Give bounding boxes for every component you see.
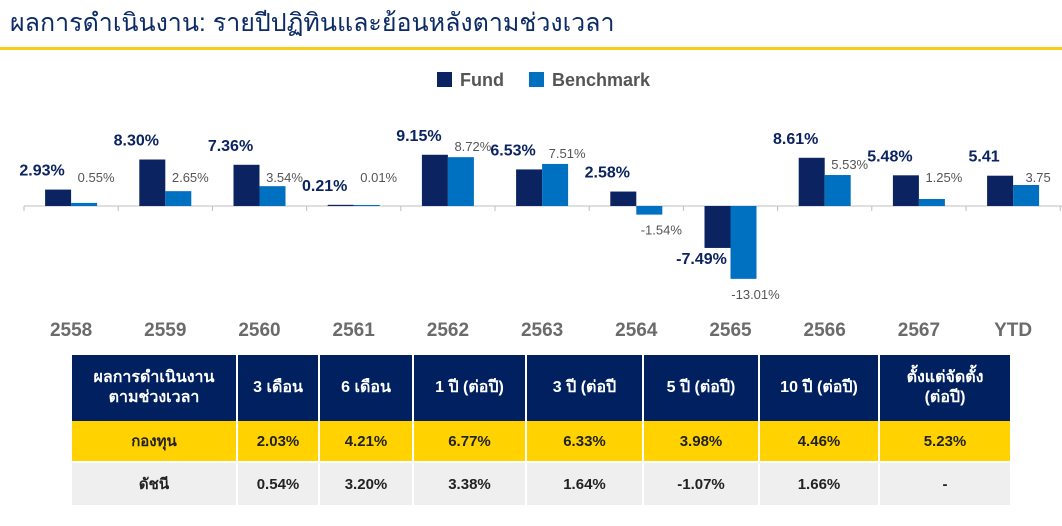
header-10y: 10 ปี (ต่อปี) [759,355,880,421]
fund-data-label: 2.93% [19,163,64,180]
x-tick-label: 2563 [521,320,563,341]
benchmark-bar [71,202,98,206]
fund-bar [610,191,637,206]
header-since-inception: ตั้งแต่จัดตั้ง (ต่อปี) [879,355,1010,421]
fund-bar [233,164,260,206]
fund-data-label: 8.30% [114,133,159,150]
header-period: ผลการดำเนินงาน ตามช่วงเวลา [72,355,238,421]
fund-data-label: 5.48% [867,148,912,165]
row-label-index: ดัชนี [72,462,238,505]
benchmark-bar [730,206,757,279]
legend-label-fund: Fund [460,70,504,90]
x-tick-label: 2565 [709,320,752,341]
benchmark-data-label: 8.72% [454,139,491,154]
benchmark-bar [918,199,945,206]
fund-bar [704,206,731,248]
benchmark-data-label: 0.55% [78,170,115,185]
table-cell: -1.07% [643,462,760,505]
header-3m: 3 เดือน [237,355,320,421]
table-cell: 4.46% [759,421,880,463]
x-tick-label: 2558 [50,320,92,341]
legend-label-benchmark: Benchmark [552,70,651,90]
benchmark-data-label: 5.53% [831,157,868,172]
benchmark-data-label: 7.51% [549,146,586,161]
header-6m: 6 เดือน [319,355,414,421]
title-divider [0,47,1062,50]
legend-swatch-benchmark [529,72,544,87]
fund-data-label: 7.36% [208,138,253,155]
fund-data-label: 0.21% [302,178,347,195]
table-row-index: ดัชนี 0.54% 3.20% 3.38% 1.64% -1.07% 1.6… [72,462,1010,505]
table-cell: 5.23% [879,421,1010,463]
fund-bar [516,169,543,206]
table-cell: 6.33% [526,421,644,463]
x-tick-label: 2560 [238,320,280,341]
benchmark-bar [259,186,286,206]
benchmark-data-label: 3.75 [1025,170,1050,185]
table-cell: 4.21% [319,421,414,463]
benchmark-bar [824,175,851,206]
table-cell: 1.64% [526,462,644,505]
fund-data-label: -7.49% [676,251,727,268]
benchmark-data-label: -1.54% [641,223,683,238]
benchmark-bar [353,205,380,206]
x-tick-label: 2561 [333,320,376,341]
table-cell: 3.20% [319,462,414,505]
benchmark-bar [165,191,192,206]
benchmark-bar [542,163,569,206]
benchmark-bar [636,206,663,215]
x-tick-label: YTD [994,320,1032,341]
table-cell: - [879,462,1010,505]
performance-bar-chart: Fund Benchmark 2558 2.93% 0.55% 2559 8.30% 2.65… [19,70,1062,341]
benchmark-data-label: -13.01% [731,287,780,302]
fund-bar [892,175,919,206]
table-header-row: ผลการดำเนินงาน ตามช่วงเวลา 3 เดือน 6 เดื… [72,355,1010,421]
benchmark-bar [1013,185,1040,206]
fund-bar [987,175,1014,206]
fund-data-label: 2.58% [585,165,630,182]
x-tick-label: 2559 [144,320,186,341]
table-cell: 0.54% [237,462,320,505]
table-cell: 3.98% [643,421,760,463]
fund-bar [798,157,825,206]
fund-bar [45,189,72,206]
page-title: ผลการดำเนินงาน: รายปีปฏิทินและย้อนหลังตา… [10,9,615,37]
header-5y: 5 ปี (ต่อปี) [643,355,760,421]
fund-bar [139,159,166,206]
benchmark-data-label: 2.65% [172,170,209,185]
performance-table: ผลการดำเนินงาน ตามช่วงเวลา 3 เดือน 6 เดื… [72,355,1010,505]
benchmark-data-label: 1.25% [925,170,962,185]
fund-data-label: 8.61% [773,131,818,148]
x-tick-label: 2564 [615,320,658,341]
header-1y: 1 ปี (ต่อปี) [413,355,527,421]
fund-bar [421,154,448,206]
table-cell: 3.38% [413,462,527,505]
header-3y: 3 ปี (ต่อปี [526,355,644,421]
x-tick-label: 2566 [804,320,846,341]
benchmark-data-label: 0.01% [360,170,397,185]
table-cell: 1.66% [759,462,880,505]
fund-data-label: 5.41 [969,149,1000,166]
row-label-fund: กองทุน [72,421,238,463]
fund-data-label: 9.15% [396,128,441,145]
table-cell: 6.77% [413,421,527,463]
table-row-fund: กองทุน 2.03% 4.21% 6.77% 6.33% 3.98% 4.4… [72,421,1010,463]
benchmark-bar [447,157,474,206]
table-cell: 2.03% [237,421,320,463]
fund-data-label: 6.53% [490,142,535,159]
x-tick-label: 2562 [427,320,469,341]
benchmark-data-label: 3.54% [266,170,303,185]
fund-bar [327,204,354,206]
legend-swatch-fund [437,72,452,87]
x-tick-label: 2567 [898,320,940,341]
